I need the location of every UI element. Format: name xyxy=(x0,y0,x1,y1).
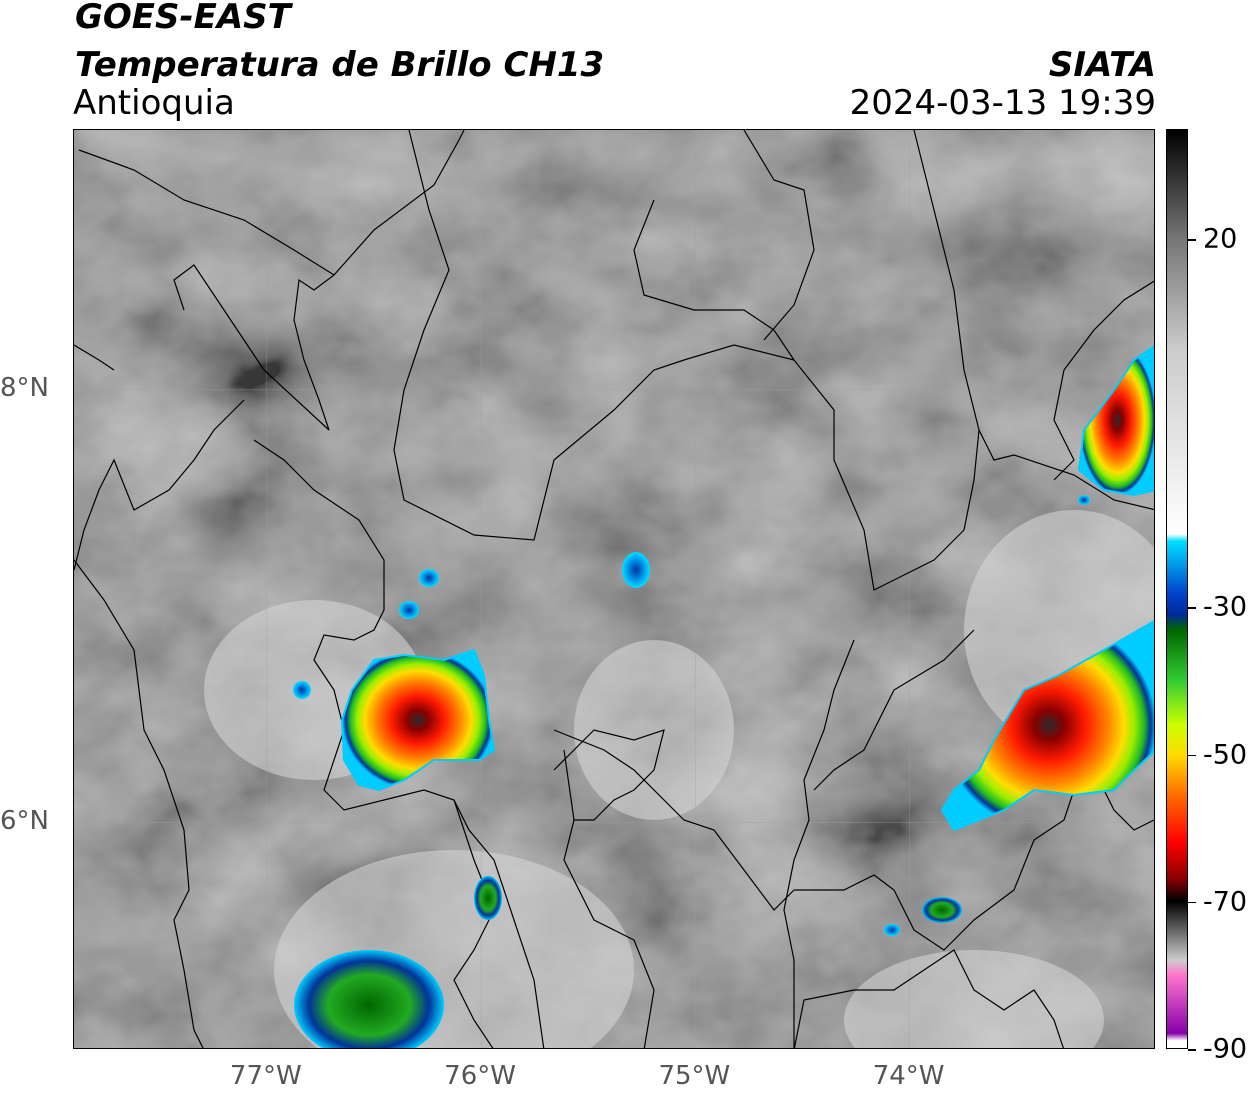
colorbar-tick-label: -90 xyxy=(1203,1033,1248,1065)
colorbar-tick xyxy=(1188,239,1196,241)
colorbar-tick xyxy=(1188,607,1196,609)
agency-label: SIATA xyxy=(1048,45,1156,85)
longitude-label: 77°W xyxy=(229,1061,302,1091)
latitude-label: 8°N xyxy=(0,372,49,403)
longitude-label: 75°W xyxy=(658,1061,731,1091)
colorbar-tick xyxy=(1188,1049,1196,1051)
longitude-label: 74°W xyxy=(872,1061,945,1091)
colorbar-tick xyxy=(1188,901,1196,904)
datetime-label: 2024-03-13 19:39 xyxy=(849,83,1156,123)
product-title: Temperatura de Brillo CH13 xyxy=(75,45,605,85)
colorbar xyxy=(1166,129,1188,1049)
boundaries xyxy=(74,130,1154,1048)
convective-cells xyxy=(293,345,1154,1048)
colorbar-tick xyxy=(1188,754,1196,757)
colorbar-tick-label: -70 xyxy=(1203,886,1248,918)
colorbar-tick-label: -30 xyxy=(1203,591,1248,623)
colorbar-tick-label: 20 xyxy=(1203,223,1238,255)
satellite-title: GOES-EAST xyxy=(75,0,291,37)
colorbar-tick-label: -50 xyxy=(1203,739,1248,771)
map-canvas xyxy=(74,130,1154,1048)
latitude-label: 6°N xyxy=(0,805,49,836)
region-subtitle: Antioquia xyxy=(73,83,235,123)
map-panel xyxy=(73,129,1155,1049)
longitude-label: 76°W xyxy=(444,1061,516,1091)
